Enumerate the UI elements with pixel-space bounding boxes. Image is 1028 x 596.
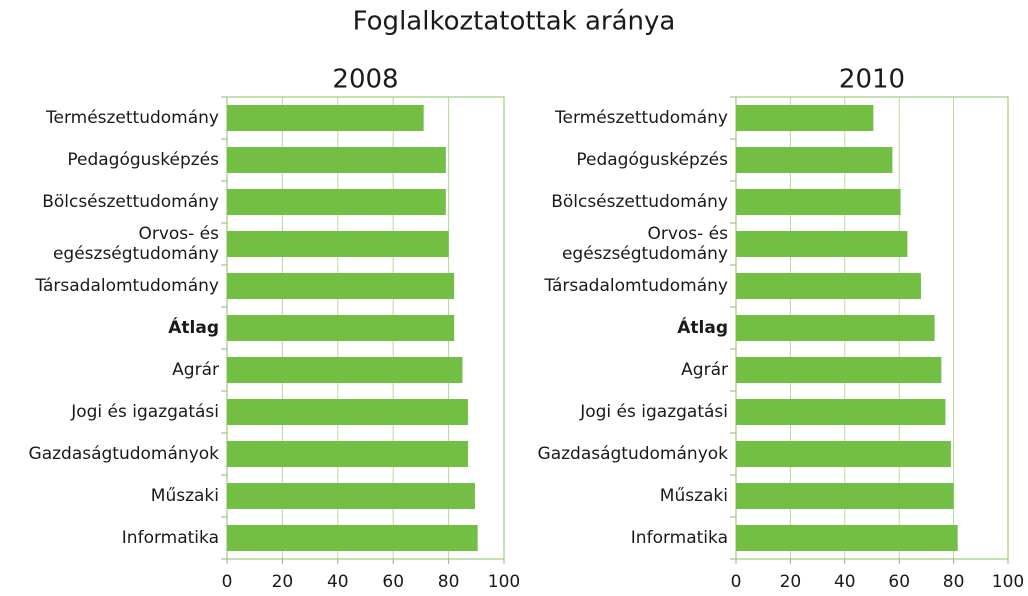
bar [736,231,908,257]
y-tick-label: Bölcsészettudomány [42,192,219,212]
bar [736,189,901,215]
bar [227,189,446,215]
panel-title: 2008 [332,65,398,95]
y-tick-label: Agrár [172,360,219,380]
x-tick-label: 80 [438,572,460,592]
y-tick-label: Társadalomtudomány [34,276,219,296]
y-tick-label: Társadalomtudomány [543,276,728,296]
bar [736,525,958,551]
y-tick-label: Pedagógusképzés [576,150,728,170]
bar [227,525,478,551]
bar [227,231,449,257]
y-tick-label: Gazdaságtudományok [29,444,220,464]
y-tick-label: Jogi és igazgatási [579,402,728,422]
bar [736,357,942,383]
bar [227,357,463,383]
x-tick-label: 60 [382,572,404,592]
y-tick-label: Gazdaságtudományok [538,444,729,464]
y-tick-label: Műszaki [660,486,728,506]
x-tick-label: 60 [888,572,910,592]
y-tick-label: Bölcsészettudomány [551,192,728,212]
page-title: Foglalkoztatottak aránya [353,7,676,37]
x-tick-label: 80 [943,572,965,592]
bar [227,441,468,467]
y-tick-label: Átlag [677,316,728,338]
x-tick-label: 0 [731,572,742,592]
bar [736,483,954,509]
y-tick-label: Informatika [122,528,219,548]
y-tick-label: Orvos- és egészségtudomány [562,224,728,264]
x-tick-label: 0 [222,572,233,592]
bar [736,399,946,425]
x-tick-label: 20 [780,572,802,592]
y-tick-label: Természettudomány [554,108,728,128]
y-tick-label: Jogi és igazgatási [70,402,219,422]
y-tick-label: Átlag [168,316,219,338]
y-tick-label: Természettudomány [45,108,219,128]
bar [227,315,455,341]
bar [227,105,424,131]
bar [736,147,893,173]
x-tick-label: 100 [488,572,520,592]
x-tick-label: 20 [272,572,294,592]
bar [227,483,475,509]
bar [736,273,921,299]
y-tick-label: Pedagógusképzés [67,150,219,170]
y-tick-label: Műszaki [151,486,219,506]
bar [227,399,468,425]
x-tick-label: 40 [327,572,349,592]
y-tick-label: Orvos- és egészségtudomány [53,224,219,264]
bar [227,273,455,299]
y-tick-label: Informatika [631,528,728,548]
y-tick-label: Agrár [681,360,728,380]
bar [736,105,874,131]
x-tick-label: 100 [992,572,1024,592]
x-tick-label: 40 [834,572,856,592]
panel-title: 2010 [839,65,905,95]
bar [227,147,446,173]
bar [736,441,951,467]
bar [736,315,935,341]
